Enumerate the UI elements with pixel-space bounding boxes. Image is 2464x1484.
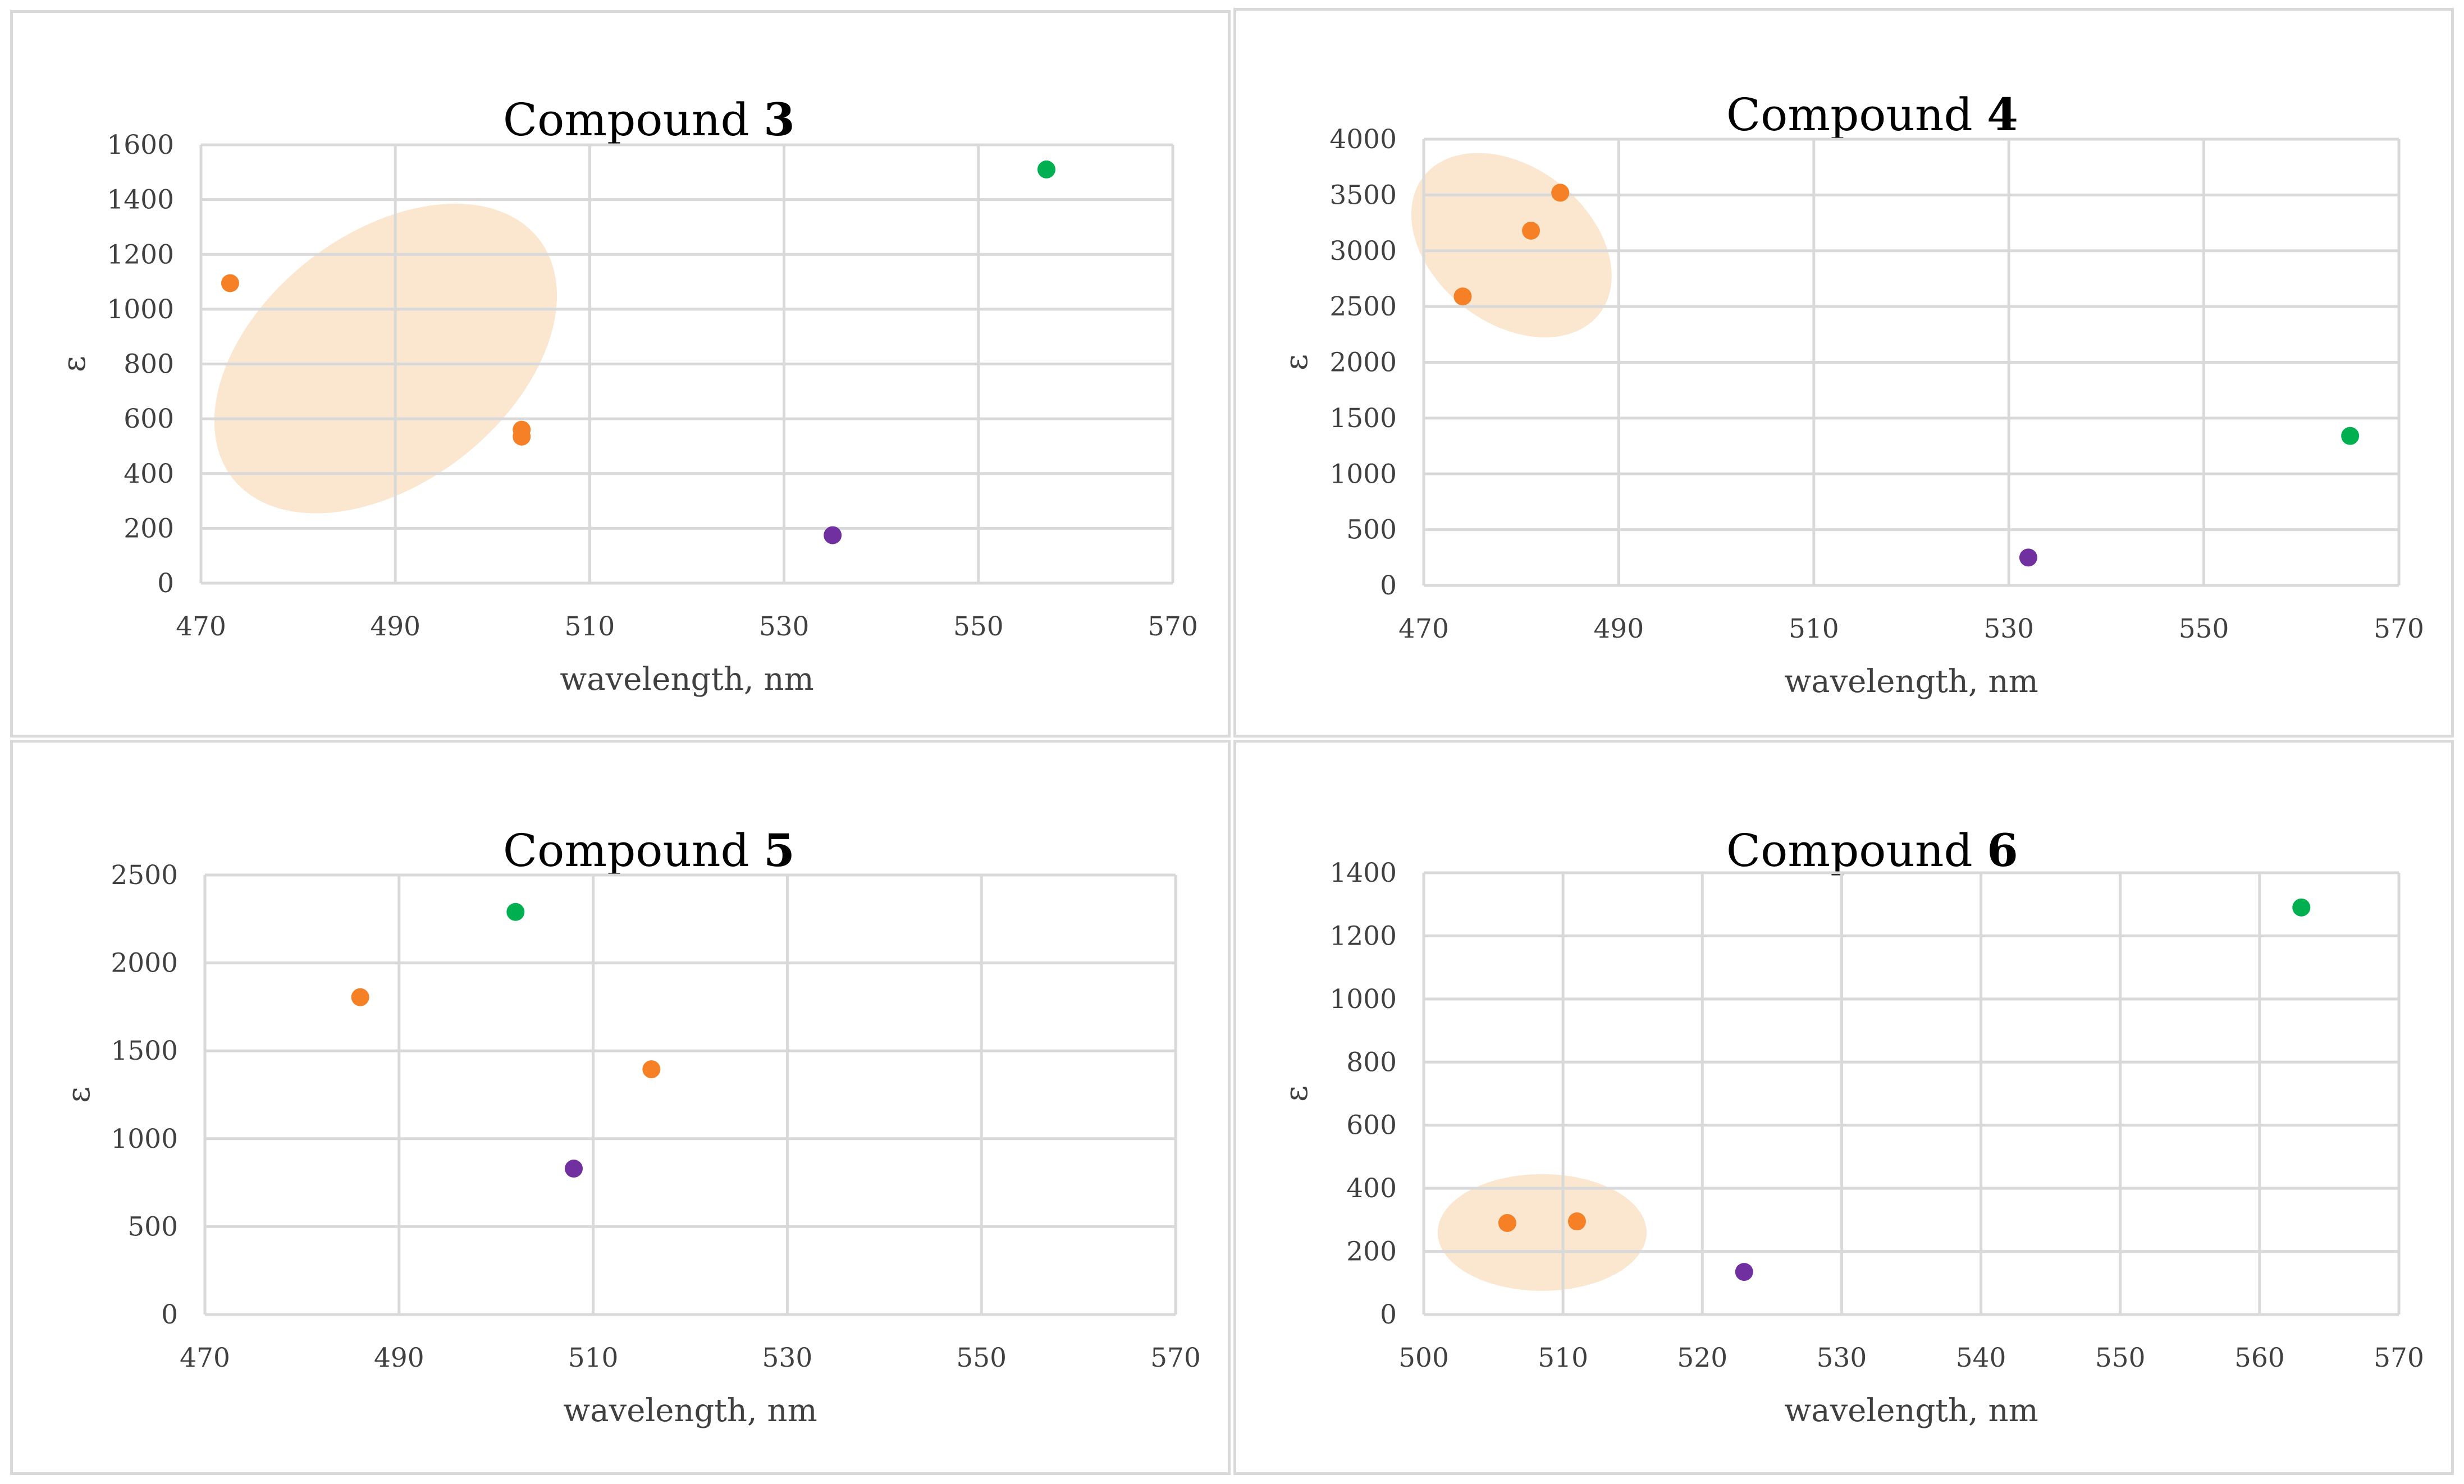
y-tick-label: 1000 bbox=[1329, 984, 1397, 1015]
y-tick-label: 800 bbox=[1346, 1047, 1397, 1078]
y-axis-label: ε bbox=[1278, 354, 1315, 370]
highlight-ellipse bbox=[214, 203, 557, 514]
x-tick-label: 570 bbox=[2374, 613, 2424, 644]
x-tick-label: 510 bbox=[568, 1343, 619, 1373]
y-tick-label: 400 bbox=[1346, 1173, 1397, 1204]
x-tick-label: 490 bbox=[370, 611, 420, 642]
scatter-plot-compound-6: 0 200 400 600 800 1000 1200 1400 500 510 520 530 540… bbox=[1278, 858, 2424, 1429]
y-tick-label: 3500 bbox=[1329, 180, 1397, 210]
x-tick-label: 570 bbox=[1150, 1343, 1201, 1373]
x-axis-label: wavelength, nm bbox=[1784, 1393, 2038, 1429]
highlight-ellipse bbox=[1437, 1174, 1647, 1291]
y-tick-label: 800 bbox=[124, 349, 174, 380]
x-tick-label: 500 bbox=[1398, 1343, 1449, 1373]
x-tick-label: 490 bbox=[1594, 613, 1644, 644]
y-tick-label: 0 bbox=[1380, 570, 1397, 601]
y-tick-label: 600 bbox=[1346, 1110, 1397, 1141]
y-tick-label: 2000 bbox=[111, 948, 178, 979]
y-tick-label: 0 bbox=[161, 1299, 178, 1330]
y-tick-label: 1600 bbox=[107, 130, 174, 161]
x-tick-label: 520 bbox=[1677, 1343, 1727, 1373]
x-tick-label: 510 bbox=[1538, 1343, 1588, 1373]
x-tick-label: 550 bbox=[2095, 1343, 2146, 1373]
x-tick-label: 570 bbox=[1148, 611, 1198, 642]
data-point-green bbox=[2292, 898, 2311, 917]
data-point-orange bbox=[1551, 184, 1570, 202]
y-tick-label: 1500 bbox=[111, 1036, 178, 1066]
x-tick-label: 510 bbox=[565, 611, 615, 642]
x-tick-label: 470 bbox=[1398, 613, 1449, 644]
x-tick-label: 530 bbox=[762, 1343, 813, 1373]
y-tick-label: 0 bbox=[1380, 1299, 1397, 1330]
x-tick-label: 570 bbox=[2374, 1343, 2424, 1373]
y-tick-label: 2500 bbox=[1329, 291, 1397, 322]
data-point-orange bbox=[642, 1060, 661, 1079]
highlight-ellipse bbox=[1411, 153, 1612, 338]
x-axis-label: wavelength, nm bbox=[560, 661, 813, 698]
y-tick-label: 200 bbox=[1346, 1236, 1397, 1267]
y-tick-label: 1200 bbox=[1329, 920, 1397, 951]
chart-panel-compound-4: Compound 4 0 500 1000 1500 2000 2500 3000 3500 4… bbox=[1233, 8, 2454, 738]
x-axis-label: wavelength, nm bbox=[563, 1393, 817, 1429]
chart-title: Compound 3 bbox=[502, 93, 795, 146]
data-point-orange bbox=[513, 427, 531, 446]
data-point-green bbox=[2341, 427, 2360, 445]
x-tick-label: 550 bbox=[956, 1343, 1007, 1373]
x-tick-label: 530 bbox=[1983, 613, 2034, 644]
data-point-purple bbox=[824, 526, 842, 544]
data-point-purple bbox=[1735, 1263, 1753, 1281]
chart-title: Compound 4 bbox=[1726, 88, 2018, 141]
y-tick-label: 400 bbox=[124, 459, 174, 489]
x-tick-label: 550 bbox=[2179, 613, 2229, 644]
y-tick-label: 2500 bbox=[111, 860, 178, 891]
y-axis-label: ε bbox=[61, 1087, 97, 1103]
y-tick-label: 500 bbox=[1346, 515, 1397, 546]
y-tick-label: 500 bbox=[127, 1211, 178, 1242]
scatter-plot-compound-5: 0 500 1000 1500 2000 2500 470 490 510 530 550 570 wa… bbox=[61, 860, 1201, 1429]
y-tick-label: 1000 bbox=[111, 1124, 178, 1155]
y-tick-label: 1000 bbox=[1329, 459, 1397, 489]
data-point-green bbox=[506, 903, 525, 921]
y-tick-label: 2000 bbox=[1329, 347, 1397, 378]
chart-panel-compound-6: Compound 6 0 200 400 600 800 1000 1200 1400 500 5… bbox=[1233, 740, 2454, 1475]
y-tick-label: 1400 bbox=[107, 185, 174, 216]
data-point-green bbox=[1037, 160, 1055, 178]
scatter-plot-compound-3: 0 200 400 600 800 1000 1200 1400 1600 470 490 510 53… bbox=[56, 130, 1198, 698]
x-tick-label: 550 bbox=[953, 611, 1004, 642]
data-point-orange bbox=[1498, 1213, 1516, 1232]
chart-panel-compound-3: Compound 3 0 200 400 600 800 1000 1200 1400 1600… bbox=[10, 10, 1231, 738]
y-tick-label: 1000 bbox=[107, 294, 174, 325]
x-tick-label: 490 bbox=[374, 1343, 424, 1373]
x-axis-label: wavelength, nm bbox=[1784, 663, 2038, 700]
x-tick-label: 510 bbox=[1789, 613, 1839, 644]
x-tick-label: 470 bbox=[180, 1343, 230, 1373]
data-point-orange bbox=[1453, 287, 1472, 306]
data-point-purple bbox=[2019, 548, 2037, 567]
data-point-orange bbox=[351, 988, 369, 1006]
y-tick-label: 1400 bbox=[1329, 858, 1397, 888]
x-tick-label: 530 bbox=[1817, 1343, 1867, 1373]
y-tick-label: 3000 bbox=[1329, 236, 1397, 267]
y-axis-label: ε bbox=[1278, 1085, 1315, 1102]
x-tick-label: 470 bbox=[176, 611, 226, 642]
y-tick-label: 1200 bbox=[107, 239, 174, 270]
y-tick-label: 4000 bbox=[1329, 124, 1397, 155]
chart-title: Compound 5 bbox=[502, 824, 795, 877]
x-tick-label: 530 bbox=[759, 611, 810, 642]
y-axis-label: ε bbox=[56, 356, 93, 372]
x-tick-label: 540 bbox=[1956, 1343, 2006, 1373]
data-point-orange bbox=[1567, 1212, 1586, 1231]
y-tick-label: 600 bbox=[124, 404, 174, 434]
y-tick-label: 200 bbox=[124, 513, 174, 544]
chart-title: Compound 6 bbox=[1726, 824, 2018, 877]
data-point-purple bbox=[565, 1160, 583, 1178]
y-tick-label: 0 bbox=[157, 568, 174, 599]
y-tick-label: 1500 bbox=[1329, 403, 1397, 434]
data-point-orange bbox=[1522, 221, 1540, 240]
x-tick-label: 560 bbox=[2234, 1343, 2285, 1373]
scatter-plot-compound-4: 0 500 1000 1500 2000 2500 3000 3500 4000 470 490 51… bbox=[1278, 124, 2424, 700]
chart-panel-compound-5: Compound 5 0 500 1000 1500 2000 2500 470 490 510… bbox=[10, 740, 1231, 1475]
data-point-orange bbox=[221, 274, 239, 292]
